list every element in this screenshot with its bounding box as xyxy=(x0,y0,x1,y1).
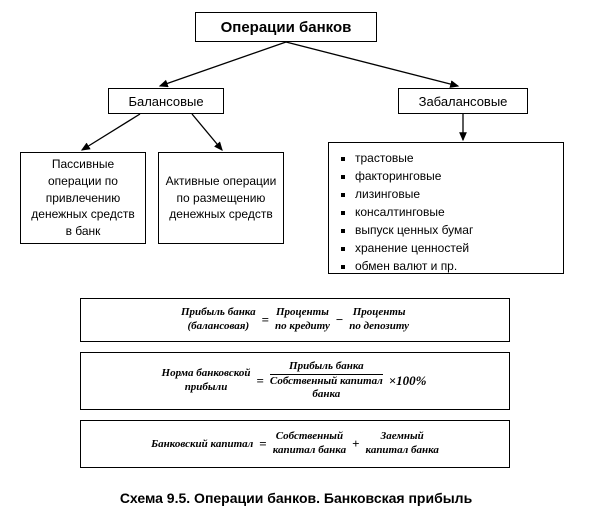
f2-lhs-top: Норма банковской xyxy=(162,367,251,381)
formula-2: Норма банковской прибыли = Прибыль банка… xyxy=(80,352,510,410)
offbalance-ul: трастовыефакторинговыелизинговыеконсалти… xyxy=(337,149,555,275)
f1-t2-bot: по депозиту xyxy=(349,320,409,334)
equals-sign: = xyxy=(260,312,271,328)
leaf-active: Активные операции по размещению денежных… xyxy=(158,152,284,244)
f1-t2-top: Проценты xyxy=(353,306,406,320)
formula-1: Прибыль банка (балансовая) = Проценты по… xyxy=(80,298,510,342)
category-left: Балансовые xyxy=(108,88,224,114)
equals-sign: = xyxy=(255,373,266,389)
f1-t1-bot: по кредиту xyxy=(275,320,330,334)
formula-3: Банковский капитал = Собственный капитал… xyxy=(80,420,510,468)
minus-sign: − xyxy=(334,312,345,328)
f3-t1-top: Собственный xyxy=(276,430,343,444)
category-right: Забалансовые xyxy=(398,88,528,114)
list-item: консалтинговые xyxy=(355,203,555,221)
f2-tail: ×100% xyxy=(387,373,429,389)
f2-den-top: Собственный капитал xyxy=(270,375,383,389)
list-item: трастовые xyxy=(355,149,555,167)
list-item: хранение ценностей xyxy=(355,239,555,257)
f3-lhs: Банковский капитал xyxy=(151,438,253,450)
list-item: обмен валют и пр. xyxy=(355,257,555,275)
plus-sign: + xyxy=(350,436,361,452)
f2-num: Прибыль банка xyxy=(289,360,364,374)
leaf-passive: Пассивные операции по привлечению денежн… xyxy=(20,152,146,244)
f1-t1-top: Проценты xyxy=(276,306,329,320)
list-item: факторинговые xyxy=(355,167,555,185)
f2-lhs-bot: прибыли xyxy=(185,381,228,395)
f1-lhs-bot: (балансовая) xyxy=(187,320,249,334)
equals-sign: = xyxy=(257,436,268,452)
figure-caption: Схема 9.5. Операции банков. Банковская п… xyxy=(0,490,592,506)
f2-den-bot: банка xyxy=(270,388,383,402)
offbalance-list: трастовыефакторинговыелизинговыеконсалти… xyxy=(328,142,564,274)
f3-t2-top: Заемный xyxy=(381,430,424,444)
list-item: выпуск ценных бумаг xyxy=(355,221,555,239)
list-item: лизинговые xyxy=(355,185,555,203)
f3-t2-bot: капитал банка xyxy=(366,444,439,458)
root-node: Операции банков xyxy=(195,12,377,42)
f3-t1-bot: капитал банка xyxy=(273,444,346,458)
f1-lhs-top: Прибыль банка xyxy=(181,306,256,320)
